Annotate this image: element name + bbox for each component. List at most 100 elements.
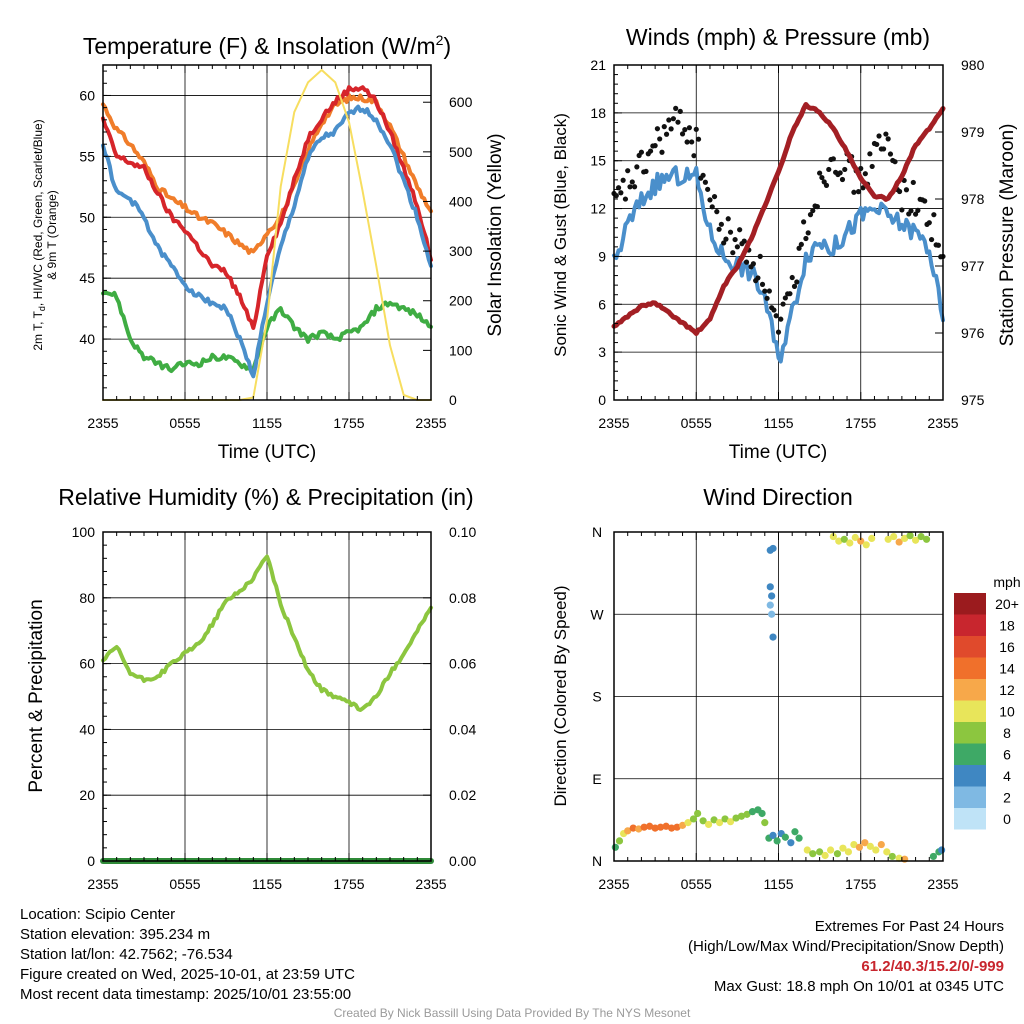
direction-point bbox=[758, 809, 766, 818]
direction-point bbox=[888, 852, 896, 861]
x-tick-label: 1155 bbox=[252, 876, 282, 892]
winds-ticks: 2355 0555 1155 1755 2355 0 3 6 9 12 15 18 21 975 976 97… bbox=[590, 57, 984, 431]
direction-point bbox=[857, 537, 865, 545]
colorbar-label: 8 bbox=[1003, 725, 1011, 741]
gust-point bbox=[830, 156, 836, 162]
direction-point bbox=[667, 824, 676, 832]
gust-point bbox=[794, 279, 800, 285]
gust-point bbox=[730, 250, 736, 256]
x-tick-label: 1755 bbox=[845, 876, 876, 892]
station-location: Location: Scipio Center bbox=[20, 906, 176, 923]
direction-point bbox=[829, 532, 837, 541]
direction-point bbox=[615, 837, 624, 845]
gust-point bbox=[858, 165, 864, 172]
gust-point bbox=[908, 208, 914, 214]
extremes-title: Extremes For Past 24 Hours bbox=[814, 918, 1004, 935]
gust-point bbox=[762, 288, 768, 294]
colorbar-label: 16 bbox=[999, 639, 1015, 655]
x-tick-label: 1155 bbox=[763, 415, 793, 431]
gust-point bbox=[876, 133, 882, 139]
gust-point bbox=[743, 259, 750, 265]
colorbar-label: 20+ bbox=[995, 596, 1019, 612]
gust-point bbox=[725, 216, 731, 222]
gust-point bbox=[771, 307, 777, 313]
direction-point bbox=[890, 532, 898, 541]
direction-point bbox=[769, 633, 777, 641]
gust-point bbox=[707, 197, 713, 203]
y2-tick-label: 500 bbox=[449, 144, 473, 160]
credit-line: Created By Nick Bassill Using Data Provi… bbox=[333, 1006, 691, 1020]
direction-point bbox=[795, 834, 803, 842]
temperature-title: Temperature (F) & Insolation (W/m2) bbox=[83, 32, 451, 59]
y-tick-label: 0 bbox=[87, 853, 95, 869]
gust-point bbox=[851, 189, 857, 195]
y-tick-label: 9 bbox=[598, 248, 606, 264]
temperature-series bbox=[101, 69, 433, 401]
y2-tick-label: 300 bbox=[449, 243, 473, 259]
direction-point bbox=[929, 852, 938, 861]
gust-point bbox=[935, 242, 942, 248]
gust-point bbox=[842, 166, 848, 173]
y-tick-label: S bbox=[592, 689, 601, 705]
gust-point bbox=[791, 283, 798, 289]
gust-point bbox=[673, 105, 679, 111]
figure-created: Figure created on Wed, 2025-10-01, at 23… bbox=[20, 966, 355, 983]
colorbar-swatch bbox=[954, 614, 986, 636]
gust-point bbox=[737, 227, 743, 233]
colorbar-title: mph bbox=[993, 574, 1020, 590]
insolation-ylabel: Solar Insolation (Yellow) bbox=[485, 133, 506, 336]
gust-point bbox=[625, 168, 631, 174]
direction-point bbox=[877, 840, 885, 849]
gust-point bbox=[686, 125, 692, 131]
gust-point bbox=[668, 126, 674, 132]
direction-point bbox=[769, 831, 777, 840]
x-tick-label: 2355 bbox=[598, 415, 629, 431]
gust-point bbox=[643, 168, 649, 174]
gust-point bbox=[860, 185, 866, 191]
y-tick-label: 18 bbox=[590, 105, 606, 121]
gust-point bbox=[631, 184, 638, 190]
gust-point bbox=[666, 117, 672, 123]
gust-point bbox=[634, 164, 640, 170]
gust-point bbox=[622, 196, 629, 202]
temperature-ticks: 2355 0555 1155 1755 235540455055600100200300… bbox=[79, 65, 473, 431]
direction-point bbox=[748, 808, 757, 816]
gust-point bbox=[705, 186, 711, 192]
winds-title: Winds (mph) & Pressure (mb) bbox=[626, 24, 930, 50]
direction-point bbox=[629, 824, 637, 832]
y2-tick-label: 980 bbox=[961, 57, 985, 73]
colorbar-swatch bbox=[954, 679, 986, 701]
colorbar-swatch bbox=[954, 765, 986, 787]
series-line-sonic-wind bbox=[612, 165, 945, 364]
x-tick-label: 0555 bbox=[681, 415, 712, 431]
pressure-ylabel: Station Pressure (Maroon) bbox=[997, 124, 1018, 347]
direction-point bbox=[715, 819, 724, 827]
gust-point bbox=[661, 124, 667, 130]
gust-point bbox=[620, 177, 626, 183]
humidity-title: Relative Humidity (%) & Precipitation (i… bbox=[58, 484, 473, 510]
direction-points bbox=[611, 532, 946, 863]
gust-point bbox=[670, 116, 677, 122]
y2-tick-label: 400 bbox=[449, 193, 473, 209]
gust-point bbox=[773, 313, 779, 319]
svg-text:& 9m T (Orange): & 9m T (Orange) bbox=[45, 190, 59, 280]
y-tick-label: N bbox=[592, 524, 602, 540]
direction-point bbox=[938, 846, 946, 854]
gust-point bbox=[915, 207, 921, 213]
y-tick-label: 80 bbox=[79, 590, 95, 606]
gust-point bbox=[677, 108, 683, 114]
direction-point bbox=[773, 837, 781, 845]
winds-panel: Winds (mph) & Pressure (mb) 2355 0555 1155… bbox=[551, 24, 1018, 463]
y2-tick-label: 0.04 bbox=[449, 721, 476, 737]
gust-point bbox=[732, 236, 738, 243]
gust-point bbox=[764, 295, 770, 301]
gust-point bbox=[931, 212, 937, 218]
y-tick-label: 3 bbox=[598, 344, 606, 360]
direction-point bbox=[901, 534, 909, 542]
gust-point bbox=[928, 236, 935, 243]
gust-point bbox=[801, 219, 807, 225]
x-tick-label: 1155 bbox=[763, 876, 793, 892]
series-line-relative-humidity bbox=[101, 554, 433, 712]
gust-point bbox=[789, 274, 795, 281]
direction-point bbox=[737, 812, 746, 820]
